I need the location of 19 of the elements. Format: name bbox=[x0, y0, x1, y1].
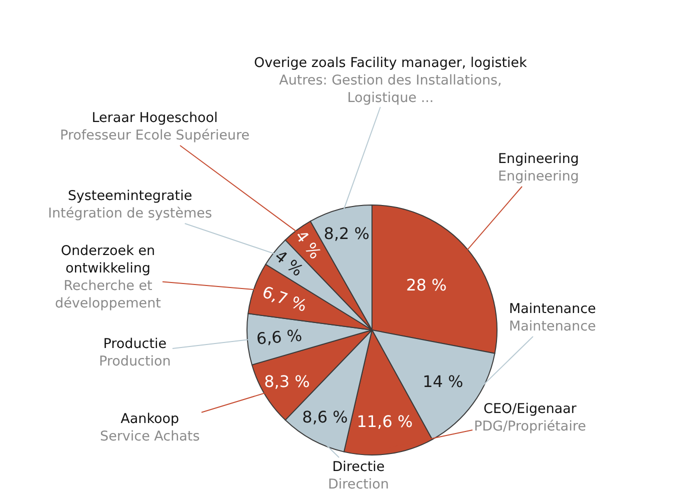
slice-label: Overige zoals Facility manager, logistiek Autres: Gestion des Installations, Logistique ... bbox=[254, 55, 528, 106]
data-label: 6,7 % bbox=[260, 282, 310, 316]
data-label: 8,6 % bbox=[302, 407, 348, 426]
data-label: 28 % bbox=[406, 275, 447, 294]
slice-label: Directie Direction bbox=[328, 459, 389, 493]
slice-label: Maintenance Maintenance bbox=[509, 301, 596, 335]
data-label: 4 % bbox=[271, 246, 307, 280]
slice-label: Systeemintegratie Intégration de systèmes bbox=[48, 188, 212, 222]
slice-label: Engineering Engineering bbox=[498, 151, 579, 185]
slice-label: CEO/Eigenaar PDG/Propriétaire bbox=[474, 401, 586, 435]
data-label: 8,2 % bbox=[324, 224, 370, 244]
slice-label: Productie Production bbox=[99, 336, 171, 370]
slice-label: Onderzoek en ontwikkeling Recherche et développement bbox=[55, 243, 161, 312]
data-label: 8,3 % bbox=[264, 372, 310, 391]
data-label: 14 % bbox=[422, 372, 464, 392]
data-label: 11,6 % bbox=[356, 412, 413, 431]
data-label: 6,6 % bbox=[256, 326, 303, 348]
slice-label: Aankoop Service Achats bbox=[100, 411, 200, 445]
slice-label: Leraar Hogeschool Professeur Ecole Supérieure bbox=[60, 110, 250, 144]
